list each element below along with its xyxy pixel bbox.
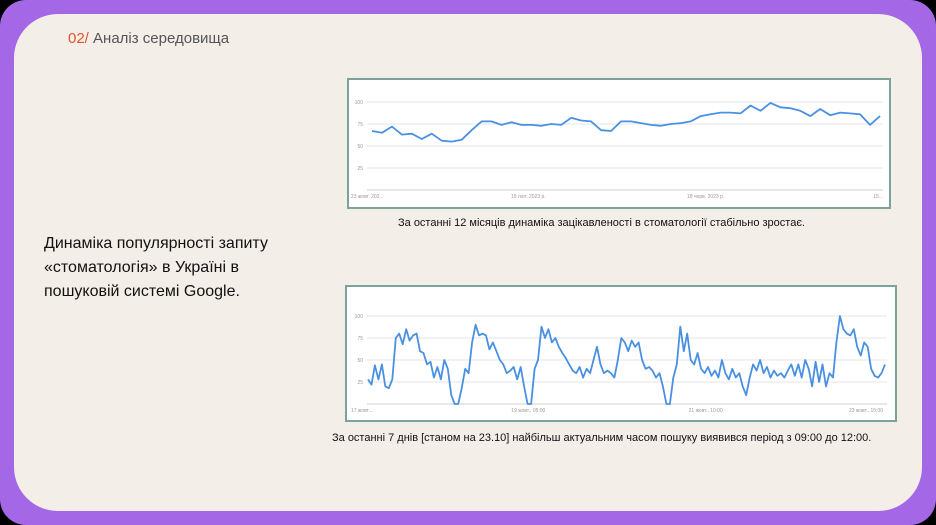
section-title-text: Аналіз середовища	[93, 30, 230, 47]
chart2-ytick-label: 75	[357, 336, 363, 342]
section-number: 02/	[68, 30, 89, 47]
chart2-caption: За останні 7 днів [станом на 23.10] найб…	[332, 432, 872, 444]
chart1-xtick-label: 18 черв. 2023 р.	[687, 194, 724, 200]
chart2-series-line	[367, 315, 886, 405]
chart2-xtick-label: 19 жовт., 05:00	[511, 408, 545, 414]
chart2-ytick-label: 50	[357, 358, 363, 364]
chart1-ytick-label: 100	[355, 100, 364, 106]
chart1-ytick-label: 75	[357, 122, 363, 128]
description-text: Динаміка популярності запиту «стоматолог…	[44, 235, 268, 300]
chart2-ytick-label: 100	[355, 314, 364, 320]
chart2-xtick-label: 23 жовт., 15:00	[849, 408, 883, 414]
chart1-xtick-label: 19 лют. 2023 р.	[511, 194, 546, 200]
chart1-ytick-label: 50	[357, 144, 363, 150]
trend-chart-12-months-svg: 25 50 75 100 23 жовт. 202... 19 лют. 2023 р. 1…	[351, 100, 883, 200]
chart1-xtick-label: 15...	[873, 194, 883, 200]
chart2-xtick-label: 17 жовт...	[351, 408, 373, 414]
chart1-xtick-label: 23 жовт. 202...	[351, 194, 384, 200]
chart1-series-line	[371, 101, 881, 143]
chart1-caption: За останні 12 місяців динаміка зацікавле…	[398, 217, 805, 229]
trend-chart-7-days-svg: 25 50 75 100 17 жовт... 19 жовт., 05:00 21 жов…	[351, 314, 887, 414]
chart2-ytick-label: 25	[357, 380, 363, 386]
trend-chart-12-months: 25 50 75 100 23 жовт. 202... 19 лют. 2023 р. 1…	[347, 78, 891, 209]
chart2-xtick-label: 21 жовт., 10:00	[689, 408, 723, 414]
trend-chart-7-days: 25 50 75 100 17 жовт... 19 жовт., 05:00 21 жов…	[345, 285, 897, 422]
chart1-ytick-label: 25	[357, 166, 363, 172]
section-title: 02/ Аналіз середовища	[68, 30, 229, 47]
